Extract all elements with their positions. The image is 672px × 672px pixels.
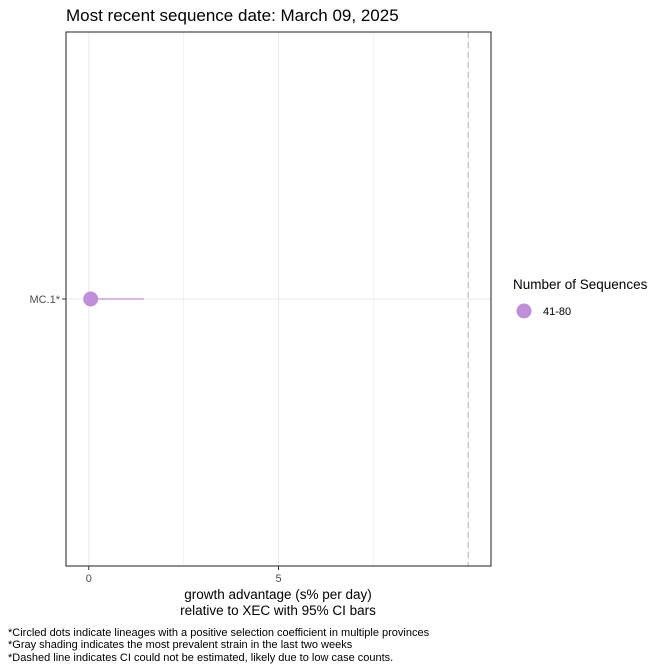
legend: 41-80 — [516, 303, 571, 319]
footnote-3: *Dashed line indicates CI could not be e… — [8, 652, 393, 664]
legend-label: 41-80 — [543, 306, 571, 318]
x-axis-title-line2: relative to XEC with 95% CI bars — [180, 603, 376, 618]
legend-key — [516, 303, 532, 319]
x-tick-label: 0 — [86, 573, 92, 585]
x-tick-label: 5 — [275, 573, 281, 585]
legend-title: Number of Sequences — [513, 277, 648, 292]
footnote-1: *Circled dots indicate lineages with a p… — [8, 627, 430, 639]
plot-area: 0 5 MC.1* — [29, 31, 492, 585]
footnote-2: *Gray shading indicates the most prevale… — [8, 639, 353, 651]
chart-title: Most recent sequence date: March 09, 202… — [66, 6, 399, 25]
data-point — [83, 291, 99, 307]
x-axis-title-line1: growth advantage (s% per day) — [184, 587, 372, 602]
y-tick-label: MC.1* — [29, 294, 60, 306]
